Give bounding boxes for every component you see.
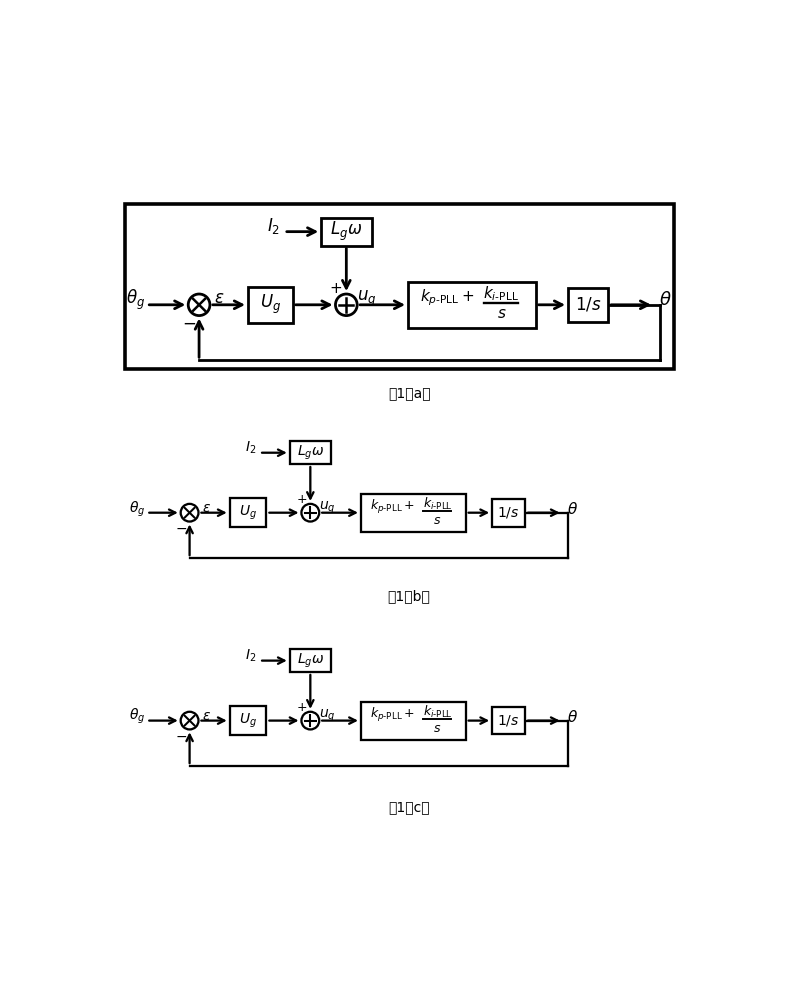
Text: $I_2$: $I_2$	[245, 440, 256, 456]
Text: $k_{p\text{-PLL}}+$: $k_{p\text{-PLL}}+$	[371, 706, 415, 724]
Text: $I_2$: $I_2$	[245, 648, 256, 664]
Text: $s$: $s$	[433, 722, 442, 735]
Text: $1/s$: $1/s$	[498, 713, 520, 728]
Bar	[125, 204, 674, 369]
Bar	[492, 499, 525, 527]
Text: $U_g$: $U_g$	[260, 293, 281, 316]
Text: $k_{p\text{-PLL}}+$: $k_{p\text{-PLL}}+$	[371, 498, 415, 516]
Circle shape	[189, 294, 210, 316]
Text: $\theta$: $\theta$	[659, 291, 672, 309]
Text: 图1（a）: 图1（a）	[388, 386, 431, 400]
Text: $L_g\omega$: $L_g\omega$	[296, 651, 324, 670]
Text: $k_{i\text{-PLL}}$: $k_{i\text{-PLL}}$	[483, 285, 519, 303]
Bar	[408, 282, 536, 328]
Text: $\theta_g$: $\theta_g$	[129, 499, 145, 519]
Text: $k_{i\text{-PLL}}$: $k_{i\text{-PLL}}$	[423, 496, 452, 512]
Text: $u_q$: $u_q$	[319, 499, 335, 516]
Bar	[248, 287, 293, 323]
Text: 图1（c）: 图1（c）	[388, 801, 430, 815]
Text: 图1（b）: 图1（b）	[388, 589, 431, 603]
Text: $\theta$: $\theta$	[566, 501, 578, 517]
Text: $\varepsilon$: $\varepsilon$	[201, 709, 211, 723]
Text: $\varepsilon$: $\varepsilon$	[201, 501, 211, 515]
Bar	[492, 707, 525, 734]
Text: $1/s$: $1/s$	[574, 296, 602, 314]
Bar	[290, 649, 331, 672]
Text: $1/s$: $1/s$	[498, 505, 520, 520]
Bar	[361, 702, 466, 740]
Text: $s$: $s$	[433, 514, 442, 527]
Bar	[229, 498, 267, 527]
Text: $k_{i\text{-PLL}}$: $k_{i\text{-PLL}}$	[423, 704, 452, 720]
Text: $U_g$: $U_g$	[239, 504, 257, 522]
Text: $U_g$: $U_g$	[239, 711, 257, 730]
Text: $+$: $+$	[329, 282, 342, 296]
Text: $\theta$: $\theta$	[566, 709, 578, 725]
Circle shape	[181, 504, 198, 522]
Bar	[229, 706, 267, 735]
Text: $+$: $+$	[296, 701, 307, 714]
Bar	[321, 218, 372, 246]
Text: $u_q$: $u_q$	[356, 289, 376, 309]
Text: $L_g\omega$: $L_g\omega$	[296, 444, 324, 462]
Bar	[361, 494, 466, 532]
Text: $+$: $+$	[296, 493, 307, 506]
Circle shape	[181, 712, 198, 729]
Text: $s$: $s$	[496, 307, 506, 321]
Bar	[290, 441, 331, 464]
Text: $u_q$: $u_q$	[319, 707, 335, 724]
Text: $-$: $-$	[175, 729, 188, 743]
Text: $I_2$: $I_2$	[268, 216, 280, 236]
Text: $-$: $-$	[175, 521, 188, 535]
Text: $\varepsilon$: $\varepsilon$	[214, 290, 225, 307]
Text: $L_g\omega$: $L_g\omega$	[330, 220, 363, 243]
Text: $k_{p\text{-PLL}}+$: $k_{p\text{-PLL}}+$	[420, 288, 475, 308]
Bar	[568, 288, 608, 322]
Text: $\theta_g$: $\theta_g$	[126, 288, 145, 312]
Circle shape	[301, 712, 320, 729]
Circle shape	[301, 504, 320, 522]
Text: $-$: $-$	[182, 315, 196, 332]
Text: $\theta_g$: $\theta_g$	[129, 707, 145, 726]
Circle shape	[336, 294, 357, 316]
